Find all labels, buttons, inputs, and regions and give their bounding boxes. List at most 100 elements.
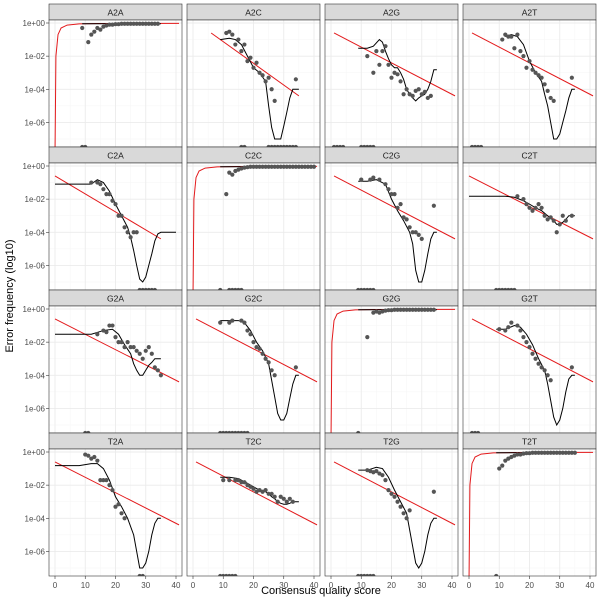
data-point (425, 95, 430, 101)
x-tick-label: 40 (172, 581, 181, 590)
facet-panel-g2a: G2A 1e+00 1e-02 1e-04 1e-06 (23, 289, 183, 434)
data-point (524, 202, 529, 207)
data-point (410, 307, 415, 312)
plot-area (192, 164, 318, 290)
nominal-error-line (195, 318, 318, 383)
data-point (101, 187, 106, 192)
fitted-error-line (55, 179, 176, 283)
data-point (530, 351, 535, 356)
facet-title: T2G (383, 437, 400, 447)
data-point (539, 450, 544, 455)
x-tick-label: 40 (310, 581, 319, 590)
data-point (92, 29, 97, 34)
data-point (116, 213, 121, 218)
plot-area (54, 21, 180, 147)
data-point (107, 323, 112, 328)
data-point (503, 458, 508, 463)
data-point (359, 177, 364, 182)
zero-count-point (242, 144, 247, 147)
y-tick-label: 1e-04 (25, 371, 46, 380)
facet-title: C2G (383, 151, 400, 161)
data-point (248, 484, 253, 489)
data-point (416, 87, 421, 92)
fitted-error-line (55, 463, 161, 569)
data-point (521, 335, 526, 340)
plot-area (210, 29, 300, 147)
data-point (548, 215, 553, 220)
data-point (410, 93, 415, 98)
plot-area (195, 318, 318, 433)
data-point (527, 345, 532, 350)
data-point (428, 93, 433, 98)
facet-title: T2C (245, 437, 261, 447)
data-point (98, 182, 103, 187)
data-point (131, 21, 136, 26)
data-point (521, 197, 526, 202)
plot-area (468, 175, 594, 290)
y-tick-label: 1e+00 (23, 19, 46, 28)
fitted-error-line (358, 179, 437, 283)
plot-area (469, 318, 594, 433)
data-point (284, 164, 289, 169)
y-tick-label: 1e-06 (25, 404, 46, 413)
data-point (272, 164, 277, 169)
data-point (134, 230, 139, 235)
zero-count-point (293, 144, 298, 147)
data-point (284, 499, 289, 504)
plot-area (54, 452, 180, 576)
facet-panel-c2c: C2C (186, 146, 321, 291)
y-tick-label: 1e-02 (25, 338, 46, 347)
plot-area (195, 461, 318, 576)
data-point (548, 450, 553, 455)
facet-panel-a2a: A2A 1e+00 1e-02 1e-04 1e-06 (23, 3, 183, 148)
x-tick-label: 0 (53, 581, 58, 590)
nominal-error-line (471, 32, 594, 97)
data-point (287, 496, 292, 501)
data-point (365, 54, 370, 59)
data-point (377, 62, 382, 67)
data-point (563, 218, 568, 223)
x-tick-label: 0 (467, 581, 472, 590)
data-point (401, 307, 406, 312)
data-point (563, 450, 568, 455)
data-point (290, 164, 295, 169)
data-point (557, 450, 562, 455)
data-point (419, 236, 424, 241)
data-point (416, 232, 421, 237)
data-point (569, 450, 574, 455)
data-point (383, 44, 388, 49)
data-point (245, 59, 250, 64)
data-point (551, 450, 556, 455)
data-point (380, 49, 385, 54)
data-point (125, 21, 130, 26)
data-point (419, 307, 424, 312)
data-point (239, 480, 244, 485)
data-point (92, 454, 97, 460)
data-point (227, 478, 232, 483)
data-point (524, 340, 529, 345)
zero-count-point (140, 573, 145, 576)
data-point (503, 328, 508, 333)
data-point (374, 49, 379, 54)
data-point (251, 65, 256, 70)
data-point (512, 46, 517, 51)
data-point (293, 77, 298, 82)
data-point (515, 323, 520, 328)
x-tick-label: 10 (81, 581, 90, 590)
data-point (371, 70, 376, 75)
data-point (509, 320, 514, 325)
facet-panel-g2c: G2C (186, 289, 321, 434)
data-point (110, 198, 115, 203)
data-point (155, 368, 160, 373)
y-tick-label: 1e+00 (23, 448, 46, 457)
data-point (269, 87, 274, 92)
facet-title: G2A (107, 294, 124, 304)
zero-count-point (475, 430, 481, 433)
data-point (407, 225, 412, 230)
data-point (287, 164, 292, 169)
y-tick-label: 1e-04 (25, 228, 46, 237)
zero-count-point (371, 573, 376, 576)
data-point (113, 504, 118, 509)
data-point (242, 42, 247, 47)
y-tick-label: 1e-06 (25, 547, 46, 556)
